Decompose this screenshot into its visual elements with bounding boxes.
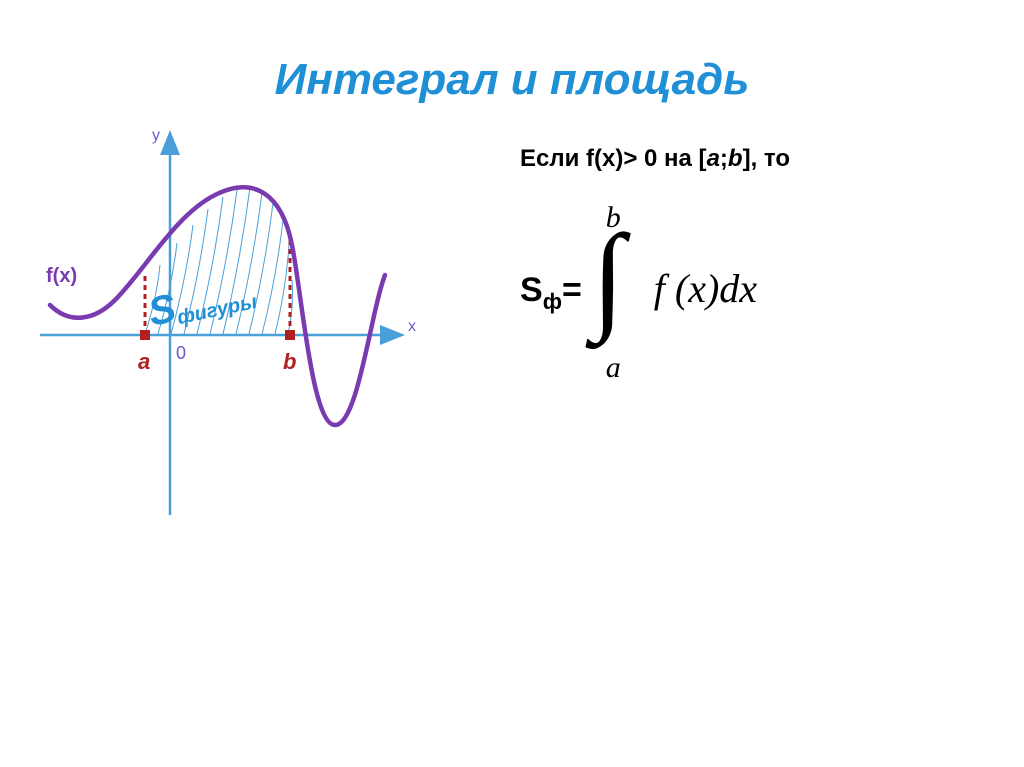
integrand: f (x)dx [654, 265, 757, 312]
origin-label: 0 [176, 343, 186, 364]
formula: Sф= b ∫ a f (x)dx [520, 213, 960, 373]
fx-label: f(x) [46, 265, 77, 288]
formula-container: Если f(x)> 0 на [a;b], то Sф= b ∫ a f (x… [520, 145, 960, 373]
formula-lhs: Sф= [520, 271, 582, 315]
graph-svg [40, 115, 440, 535]
content-area: y x 0 f(x) a b Sфигуры Если f(x)> 0 на [… [0, 105, 1024, 705]
integral-sign: ∫ [592, 223, 625, 331]
integral: b ∫ a f (x)dx [592, 213, 892, 373]
slide-title: Интеграл и площадь [0, 0, 1024, 105]
integral-lower-limit: a [606, 351, 621, 385]
condition-text: Если f(x)> 0 на [a;b], то [520, 145, 960, 173]
graph-container: y x 0 f(x) a b Sфигуры [40, 115, 440, 535]
a-label: a [138, 349, 150, 375]
x-axis-label: x [408, 318, 416, 336]
title-text: Интеграл и площадь [275, 55, 750, 104]
a-marker [140, 330, 150, 340]
b-label: b [283, 349, 296, 375]
y-axis-label: y [152, 127, 160, 145]
b-marker [285, 330, 295, 340]
